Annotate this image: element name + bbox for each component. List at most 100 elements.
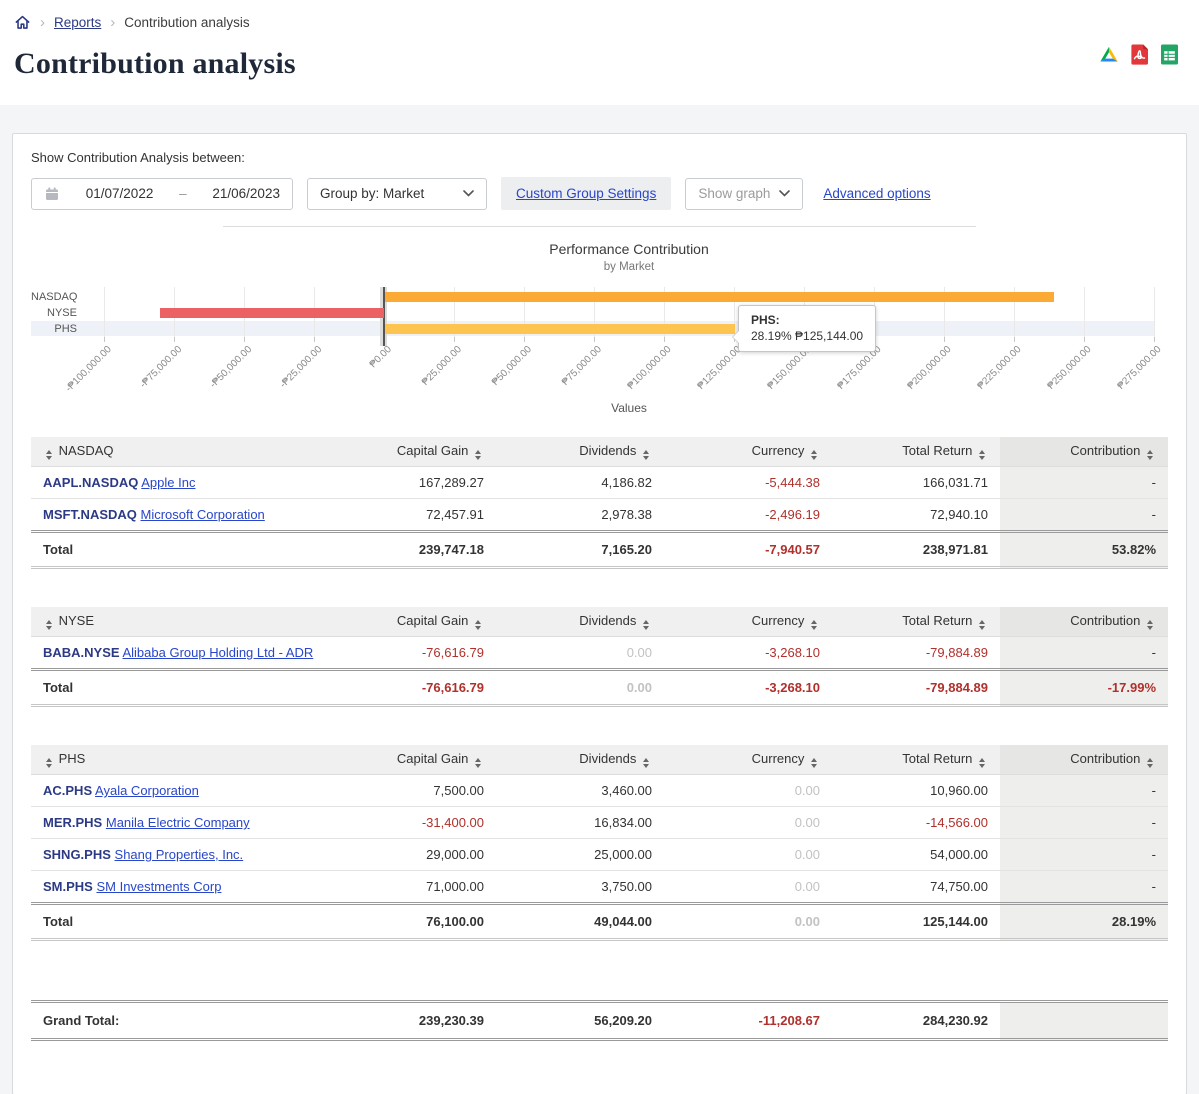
gridline: [944, 287, 945, 337]
y-category-label: PHS: [54, 323, 77, 335]
x-tick-label: ₱225,000.00: [975, 344, 1024, 392]
column-header-total-return[interactable]: Total Return: [832, 745, 1000, 775]
column-header-total-return[interactable]: Total Return: [832, 607, 1000, 637]
zero-axis-line: [383, 287, 385, 346]
column-header-currency[interactable]: Currency: [664, 607, 832, 637]
chart-title: Performance Contribution: [549, 241, 709, 257]
show-graph-select[interactable]: Show graph: [685, 177, 804, 210]
grand-total-value-cell: 56,209.20: [496, 1000, 664, 1041]
table-row: MER.PHS Manila Electric Company -31,400.0…: [31, 806, 1168, 839]
group-name: PHS: [58, 751, 86, 766]
group-by-select[interactable]: Group by: Market: [307, 177, 487, 210]
bar-phs[interactable]: [385, 324, 736, 334]
column-header-capital-gain[interactable]: Capital Gain: [328, 437, 496, 467]
gridline: [1084, 287, 1085, 337]
grand-total-value-cell: [1000, 1000, 1168, 1041]
holding-link[interactable]: Alibaba Group Holding Ltd - ADR: [122, 645, 314, 660]
gridline: [734, 287, 735, 337]
column-header-dividends[interactable]: Dividends: [496, 607, 664, 637]
sort-icon: [46, 620, 52, 630]
column-header-capital-gain[interactable]: Capital Gain: [328, 745, 496, 775]
value-cell: 2,978.38: [496, 498, 664, 532]
y-category-label: NYSE: [47, 307, 77, 319]
value-cell: -: [1000, 838, 1168, 871]
pdf-export-icon[interactable]: [1130, 44, 1149, 65]
total-value-cell: 238,971.81: [832, 530, 1000, 569]
breadcrumb-reports-link[interactable]: Reports: [54, 14, 102, 30]
column-header-currency[interactable]: Currency: [664, 745, 832, 775]
holding-link[interactable]: Microsoft Corporation: [140, 507, 265, 522]
value-cell: -14,566.00: [832, 806, 1000, 839]
column-header-total-return[interactable]: Total Return: [832, 437, 1000, 467]
column-header-contribution[interactable]: Contribution: [1000, 745, 1168, 775]
breadcrumb-separator: ›: [40, 13, 45, 31]
sort-icon: [643, 450, 649, 460]
axis-tick: [664, 337, 665, 342]
group-name: NYSE: [58, 613, 95, 628]
column-header-group[interactable]: PHS: [31, 745, 328, 775]
holding-cell: SHNG.PHS Shang Properties, Inc.: [31, 838, 328, 871]
custom-group-settings-button[interactable]: Custom Group Settings: [501, 177, 672, 210]
value-cell: 71,000.00: [328, 870, 496, 904]
home-icon[interactable]: [14, 14, 31, 30]
advanced-options-link[interactable]: Advanced options: [823, 186, 931, 201]
date-range-picker[interactable]: 01/07/2022 – 21/06/2023: [31, 177, 293, 210]
sort-icon: [475, 758, 481, 768]
total-row: Total -76,616.79 0.00 -3,268.10 -79,884.89 -1…: [31, 668, 1168, 707]
performance-contribution-chart: Performance Contribution by Market Value…: [31, 239, 1168, 427]
grand-total-value-cell: 239,230.39: [328, 1000, 496, 1041]
grand-total-row: Grand Total: 239,230.39 56,209.20 -11,208.6…: [31, 1000, 1168, 1041]
report-card: Show Contribution Analysis between: 01/0…: [12, 133, 1187, 1094]
value-cell: 166,031.71: [832, 466, 1000, 499]
sort-icon: [643, 620, 649, 630]
gridline: [1014, 287, 1015, 337]
holding-link[interactable]: SM Investments Corp: [96, 879, 222, 894]
value-cell: 3,750.00: [496, 870, 664, 904]
total-label: Total: [31, 530, 328, 569]
group-name: NASDAQ: [58, 443, 114, 458]
chart-tooltip: PHS: 28.19% ₱125,144.00: [731, 305, 877, 352]
export-buttons: [1099, 44, 1179, 65]
holding-link[interactable]: Manila Electric Company: [105, 815, 250, 830]
date-end[interactable]: 21/06/2023: [212, 186, 280, 201]
holding-cell: AC.PHS Ayala Corporation: [31, 774, 328, 807]
date-start[interactable]: 01/07/2022: [85, 186, 154, 201]
total-label: Total: [31, 902, 328, 941]
group-table-nasdaq: NASDAQ Capital Gain Dividends Currency To…: [31, 437, 1168, 569]
column-header-dividends[interactable]: Dividends: [496, 437, 664, 467]
holding-link[interactable]: Ayala Corporation: [95, 783, 199, 798]
value-cell: -3,268.10: [664, 636, 832, 670]
table-row: SHNG.PHS Shang Properties, Inc. 29,000.00…: [31, 838, 1168, 871]
bar-nasdaq[interactable]: [385, 292, 1055, 302]
gridline: [1154, 287, 1155, 337]
holding-code: SHNG.PHS: [43, 847, 111, 862]
chevron-down-icon: [779, 190, 791, 197]
bar-nyse[interactable]: [160, 308, 384, 318]
x-tick-label: -₱25,000.00: [277, 344, 324, 391]
total-value-cell: 0.00: [664, 902, 832, 941]
column-header-group[interactable]: NASDAQ: [31, 437, 328, 467]
x-tick-label: ₱25,000.00: [419, 344, 464, 388]
group-by-value: Group by: Market: [320, 186, 425, 201]
value-cell: 29,000.00: [328, 838, 496, 871]
holding-link[interactable]: Shang Properties, Inc.: [114, 847, 244, 862]
chart-subtitle: by Market: [603, 261, 655, 273]
column-header-contribution[interactable]: Contribution: [1000, 437, 1168, 467]
chevron-down-icon: [463, 190, 474, 197]
google-drive-export-icon[interactable]: [1099, 45, 1119, 64]
divider: [223, 226, 976, 227]
holding-link[interactable]: Apple Inc: [141, 475, 196, 490]
table-row: MSFT.NASDAQ Microsoft Corporation 72,457.…: [31, 498, 1168, 532]
google-sheets-export-icon[interactable]: [1160, 44, 1179, 65]
axis-tick: [1014, 337, 1015, 342]
column-header-group[interactable]: NYSE: [31, 607, 328, 637]
column-header-dividends[interactable]: Dividends: [496, 745, 664, 775]
column-header-capital-gain[interactable]: Capital Gain: [328, 607, 496, 637]
axis-tick: [104, 337, 105, 342]
column-header-contribution[interactable]: Contribution: [1000, 607, 1168, 637]
filters-label: Show Contribution Analysis between:: [31, 150, 245, 165]
total-value-cell: 7,165.20: [496, 530, 664, 569]
axis-tick: [314, 337, 315, 342]
column-header-currency[interactable]: Currency: [664, 437, 832, 467]
custom-group-settings-link[interactable]: Custom Group Settings: [516, 186, 657, 201]
